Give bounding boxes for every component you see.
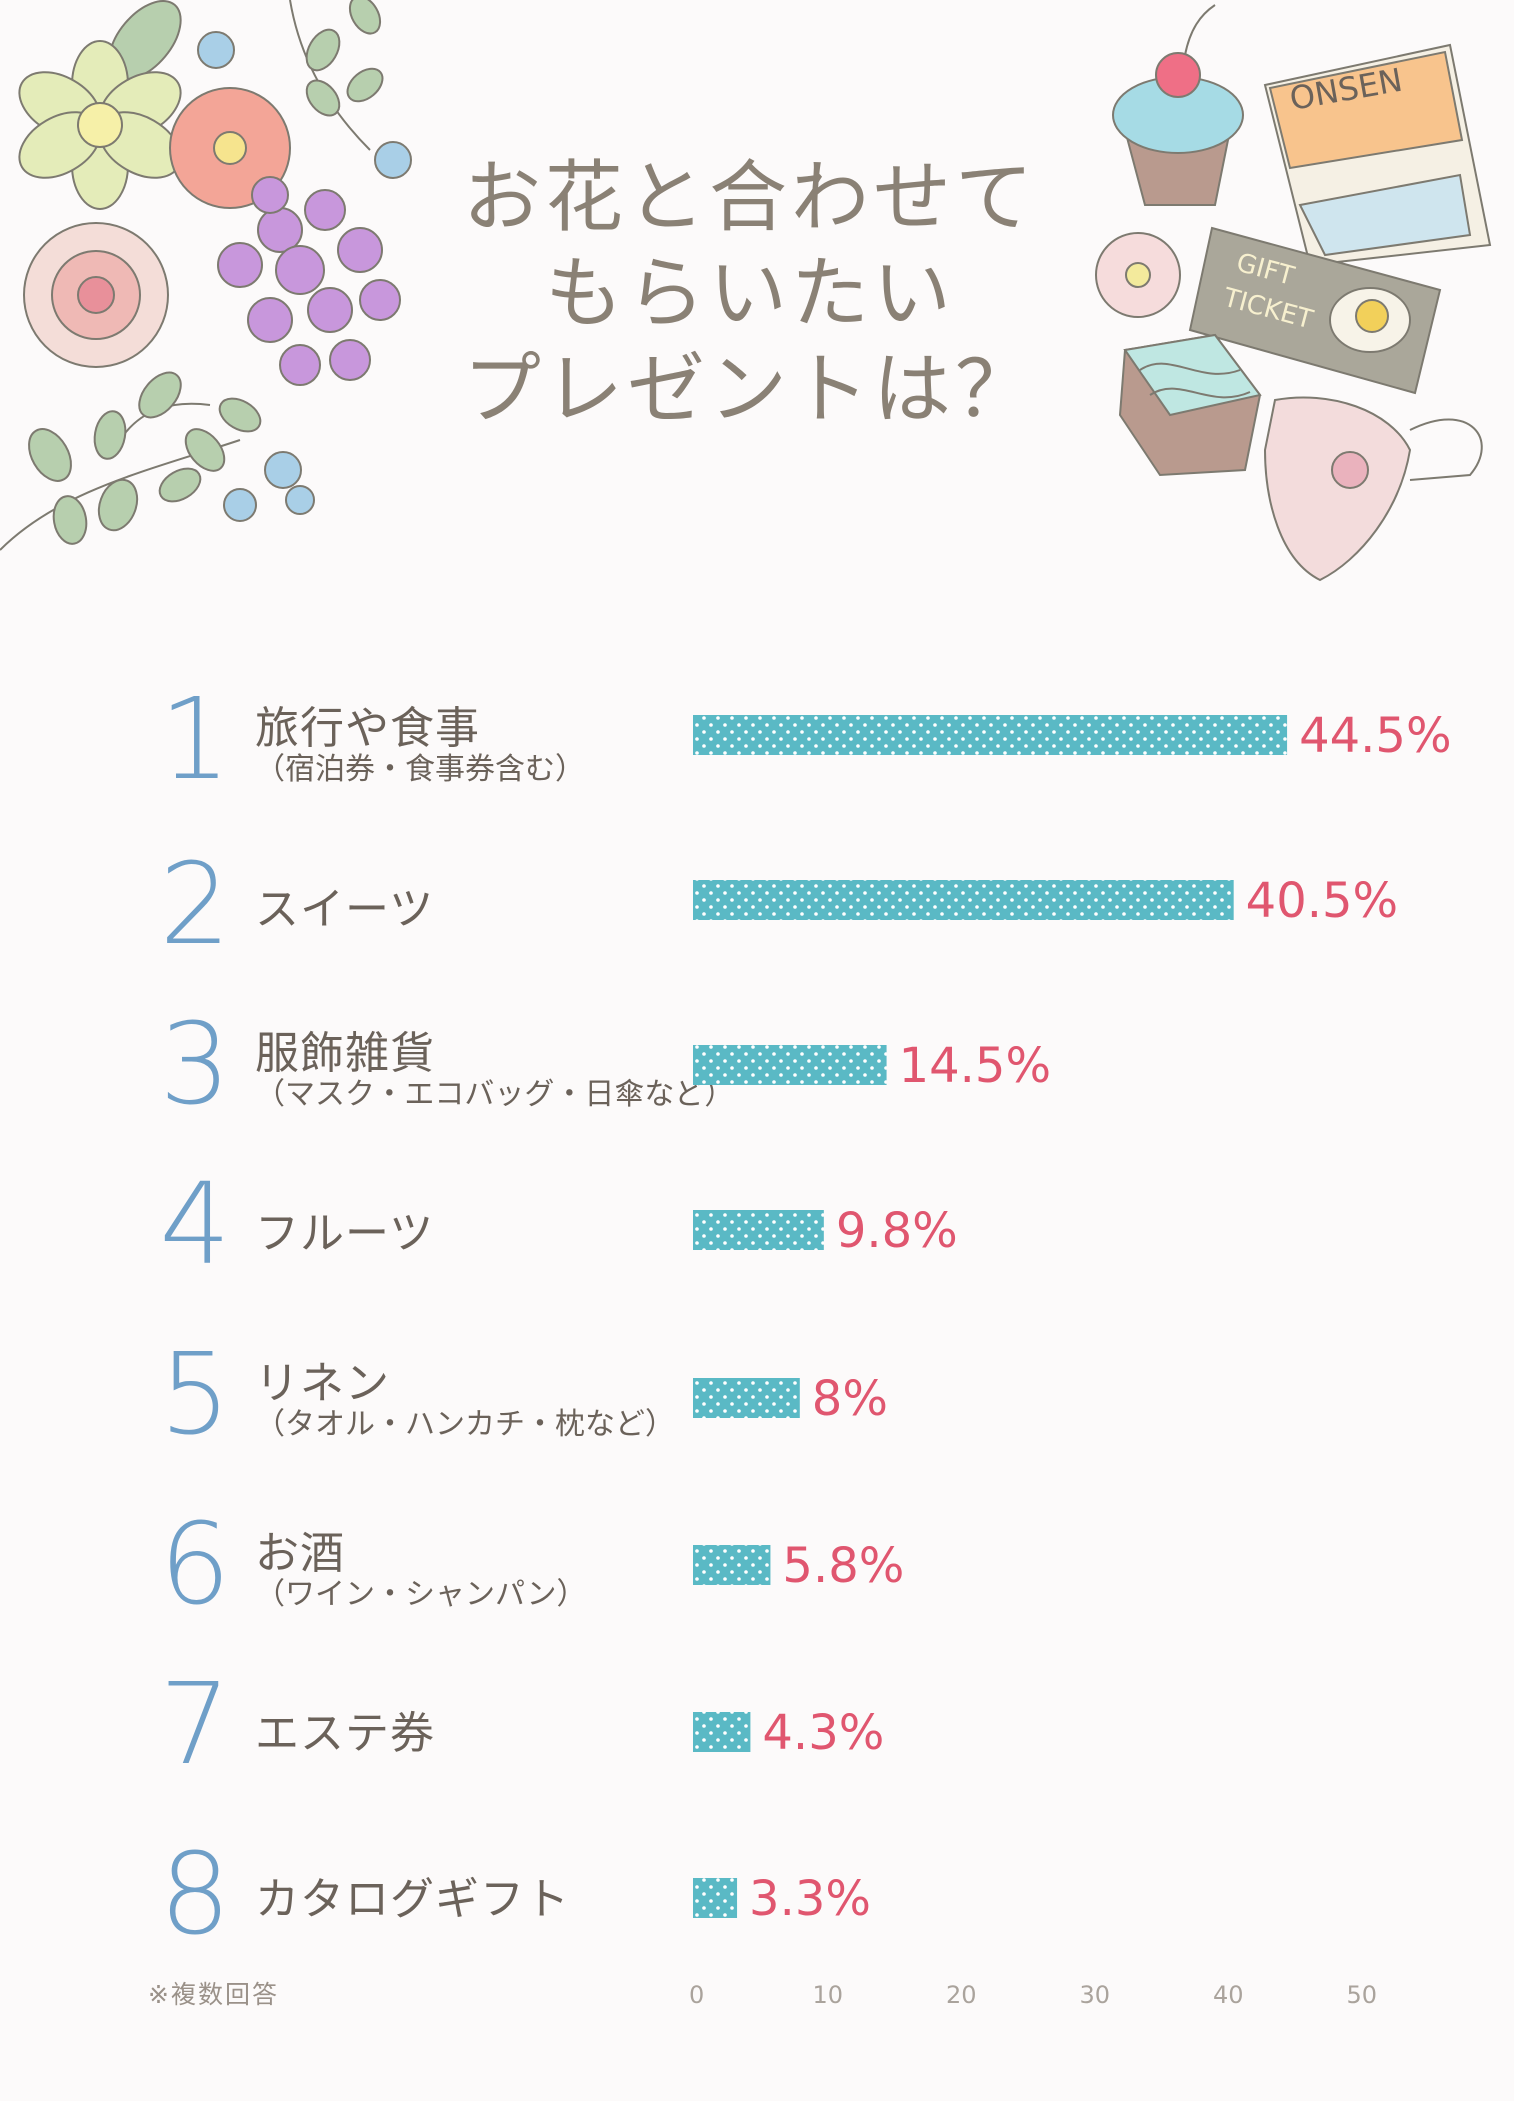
- value-label: 40.5%: [1246, 873, 1398, 929]
- item-sublabel: （ワイン・シャンパン）: [255, 1577, 587, 1612]
- value-label: 4.3%: [762, 1705, 884, 1761]
- x-tick-label: 10: [813, 1981, 844, 2009]
- bar: [693, 880, 1234, 920]
- value-label: 3.3%: [749, 1871, 871, 1927]
- item-label: 旅行や食事: [255, 703, 480, 754]
- x-tick-label: 0: [689, 1981, 704, 2009]
- flower-icon: [217, 176, 401, 386]
- value-label: 44.5%: [1299, 708, 1451, 764]
- item-label: エステ券: [255, 1708, 435, 1759]
- value-label: 14.5%: [899, 1038, 1051, 1094]
- rank-number: 7: [159, 1660, 231, 1790]
- bar: [693, 1878, 738, 1918]
- chocolate-icon: [1118, 333, 1262, 477]
- value-label: 8%: [812, 1371, 888, 1427]
- title-line-2: もらいたい: [544, 249, 955, 339]
- title-line-3: プレゼントは？: [462, 345, 1037, 435]
- page-title: お花と合わせて もらいたい プレゼントは？: [440, 150, 1060, 438]
- gift-ticket-icon: GIFT TICKET: [1188, 226, 1442, 395]
- item-label: カタログギフト: [255, 1874, 570, 1925]
- rank-number: 2: [159, 840, 231, 970]
- rank-number: 6: [159, 1500, 231, 1630]
- item-sublabel: （マスク・エコバッグ・日傘など）: [255, 1077, 735, 1112]
- item-label: 服飾雑貨: [255, 1028, 435, 1079]
- flower-icon: [18, 40, 182, 210]
- flower-icon: [169, 87, 291, 209]
- bar: [693, 1712, 751, 1752]
- decoration-layer: ONSEN GIFT TICKET: [0, 0, 1492, 582]
- rank-number: 8: [159, 1830, 231, 1960]
- item-sublabel: （宿泊券・食事券含む）: [255, 752, 585, 787]
- flower-icon: [197, 31, 412, 522]
- item-sublabel: （タオル・ハンカチ・枕など）: [255, 1407, 675, 1442]
- ranking-row: 7 エステ券: [0, 1665, 1514, 1795]
- value-label: 9.8%: [836, 1203, 958, 1259]
- x-tick-label: 40: [1213, 1981, 1244, 2009]
- rank-number: 5: [159, 1330, 231, 1460]
- bar: [693, 1045, 887, 1085]
- ranking-row: 1 旅行や食事 （宿泊券・食事券含む）: [0, 680, 1514, 810]
- ranking-row: 4 フルーツ: [0, 1165, 1514, 1295]
- bar: [693, 1210, 824, 1250]
- footnote: ※複数回答: [148, 1980, 279, 2009]
- mask-icon: [1263, 396, 1483, 582]
- item-label: お酒: [255, 1528, 345, 1579]
- item-label: リネン: [255, 1358, 390, 1409]
- item-label: フルーツ: [255, 1208, 435, 1259]
- flower-icon: [23, 222, 169, 368]
- bar: [693, 1545, 771, 1585]
- flower-icon: [1095, 232, 1181, 318]
- ranking-row: 5 リネン （タオル・ハンカチ・枕など）: [0, 1335, 1514, 1465]
- x-tick-label: 20: [946, 1981, 977, 2009]
- x-tick-label: 30: [1080, 1981, 1111, 2009]
- rank-number: 4: [159, 1160, 231, 1290]
- rank-number: 3: [159, 1000, 231, 1130]
- ranking-row: 2 スイーツ: [0, 845, 1514, 975]
- item-label: スイーツ: [255, 884, 435, 935]
- ranking-row: 3 服飾雑貨 （マスク・エコバッグ・日傘など）: [0, 1005, 1514, 1135]
- x-tick-label: 50: [1347, 1981, 1378, 2009]
- rank-number: 1: [159, 675, 231, 805]
- value-label: 5.8%: [782, 1538, 904, 1594]
- bar: [693, 1378, 800, 1418]
- ranking-row: 8 カタログギフト: [0, 1835, 1514, 1965]
- onsen-box-icon: ONSEN: [1263, 43, 1492, 267]
- cupcake-icon: [1112, 4, 1244, 206]
- ranking-row: 6 お酒 （ワイン・シャンパン）: [0, 1505, 1514, 1635]
- bar: [693, 715, 1288, 755]
- leaf-icon: [28, 0, 384, 545]
- title-line-1: お花と合わせて: [462, 153, 1037, 243]
